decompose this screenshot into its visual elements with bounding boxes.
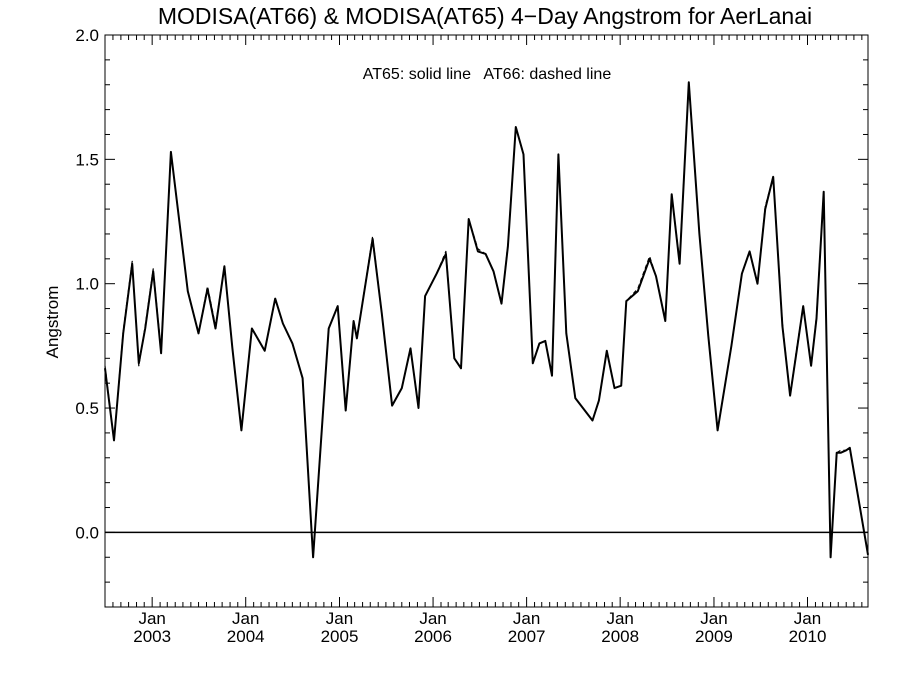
y-tick-label: 1.0 xyxy=(75,275,99,294)
x-tick-label-month: Jan xyxy=(794,609,821,628)
y-axis-label: Angstrom xyxy=(43,286,62,359)
x-tick-label-month: Jan xyxy=(326,609,353,628)
x-tick-label-month: Jan xyxy=(232,609,259,628)
plot-frame xyxy=(104,34,869,608)
x-tick-label-year: 2007 xyxy=(508,627,546,646)
x-tick-label-month: Jan xyxy=(419,609,446,628)
x-tick-label-month: Jan xyxy=(513,609,540,628)
x-tick-label-month: Jan xyxy=(138,609,165,628)
series-line-dashed xyxy=(104,81,869,558)
x-tick-label-year: 2008 xyxy=(601,627,639,646)
x-tick-label-year: 2003 xyxy=(133,627,171,646)
line-style-annotation: AT65: solid line AT66: dashed line xyxy=(363,66,612,83)
y-tick-label: 2.0 xyxy=(75,26,99,45)
x-tick-label-month: Jan xyxy=(606,609,633,628)
series-group xyxy=(104,81,869,559)
y-tick-label: 0.5 xyxy=(75,399,99,418)
x-tick-label-month: Jan xyxy=(700,609,727,628)
y-tick-label: 0.0 xyxy=(75,523,99,542)
x-tick-label-year: 2010 xyxy=(789,627,827,646)
chart-title: MODISA(AT66) & MODISA(AT65) 4−Day Angstr… xyxy=(158,3,812,29)
axes: 0.00.51.01.52.0Jan2003Jan2004Jan2005Jan2… xyxy=(75,26,868,646)
x-tick-label-year: 2004 xyxy=(227,627,265,646)
x-tick-label-year: 2009 xyxy=(695,627,733,646)
x-tick-label-year: 2005 xyxy=(321,627,359,646)
series-line-solid xyxy=(104,81,869,559)
y-tick-label: 1.5 xyxy=(75,150,99,169)
x-tick-label-year: 2006 xyxy=(414,627,452,646)
